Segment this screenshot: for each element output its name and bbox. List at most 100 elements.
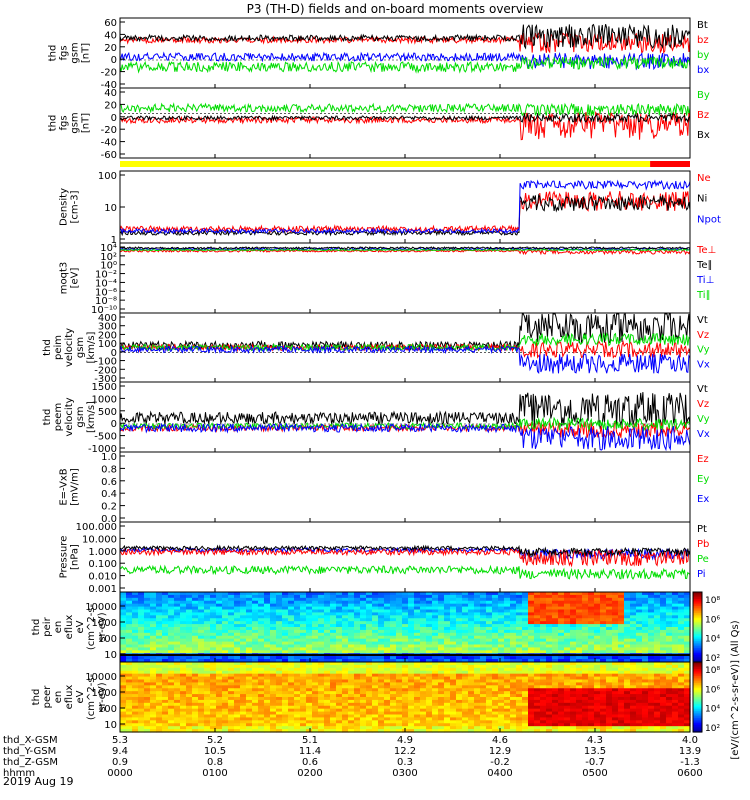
spectrogram-cell bbox=[270, 714, 277, 719]
spectrogram-cell bbox=[420, 691, 427, 695]
spectrogram-cell bbox=[426, 612, 433, 616]
spectrogram-cell bbox=[120, 600, 127, 605]
spectrogram-cell bbox=[492, 685, 499, 689]
spectrogram-cell bbox=[432, 627, 439, 631]
spectrogram-cell bbox=[582, 694, 589, 698]
spectrogram-cell bbox=[672, 632, 679, 637]
spectrogram-cell bbox=[420, 694, 427, 698]
spectrogram-cell bbox=[432, 650, 439, 654]
spectrogram-cell bbox=[666, 705, 673, 710]
spectrogram-cell bbox=[270, 635, 277, 640]
spectrogram-cell bbox=[402, 656, 409, 660]
spectrogram-cell bbox=[558, 618, 565, 622]
spectrogram-cell bbox=[288, 606, 295, 611]
spectrogram-cell bbox=[432, 647, 439, 651]
spectrogram-cell bbox=[168, 615, 175, 619]
spectrogram-cell bbox=[510, 647, 517, 651]
spectrogram-cell bbox=[180, 685, 187, 689]
spectrogram-cell bbox=[636, 705, 643, 710]
spectrogram-cell bbox=[216, 723, 223, 727]
spectrogram-cell bbox=[672, 697, 679, 701]
spectrogram-cell bbox=[246, 711, 253, 716]
spectrogram-cell bbox=[516, 618, 523, 622]
spectrogram-cell bbox=[576, 594, 583, 599]
spectrogram-cell bbox=[282, 685, 289, 689]
spectrogram-cell bbox=[156, 609, 163, 614]
spectrogram-cell bbox=[204, 638, 211, 643]
spectrogram-cell bbox=[126, 650, 133, 654]
spectrogram-cell bbox=[432, 723, 439, 727]
spectrogram-cell bbox=[144, 638, 151, 643]
spectrogram-cell bbox=[396, 641, 403, 646]
spectrogram-cell bbox=[474, 702, 481, 707]
colorbar-segment bbox=[693, 693, 702, 696]
spectrogram-cell bbox=[264, 711, 271, 716]
spectrogram-cell bbox=[594, 606, 601, 611]
spectrogram-cell bbox=[534, 603, 541, 608]
spectrogram-cell bbox=[546, 650, 553, 654]
spectrogram-cell bbox=[174, 638, 181, 643]
spectrogram-cell bbox=[198, 629, 205, 634]
spectrogram-cell bbox=[318, 673, 325, 678]
colorbar-segment bbox=[693, 602, 702, 605]
spectrogram-cell bbox=[222, 729, 229, 733]
spectrogram-cell bbox=[156, 679, 163, 684]
spectrogram-cell bbox=[594, 729, 601, 733]
spectrogram-cell bbox=[330, 726, 337, 730]
spectrogram-cell bbox=[588, 667, 595, 672]
spectrogram-cell bbox=[678, 618, 685, 622]
spectrogram-cell bbox=[384, 629, 391, 634]
spectrogram-cell bbox=[366, 650, 373, 654]
spectrogram-cell bbox=[564, 597, 571, 602]
spectrogram-cell bbox=[354, 688, 361, 692]
spectrogram-cell bbox=[588, 673, 595, 678]
spectrogram-cell bbox=[276, 717, 283, 721]
spectrogram-cell bbox=[342, 679, 349, 684]
spectrogram-cell bbox=[312, 708, 319, 713]
spectrogram-cell bbox=[216, 714, 223, 719]
spectrogram-cell bbox=[618, 708, 625, 713]
spectrogram-cell bbox=[642, 667, 649, 672]
spectrogram-cell bbox=[342, 597, 349, 602]
spectrogram-cell bbox=[474, 720, 481, 724]
spectrogram-cell bbox=[498, 662, 505, 666]
spectrogram-cell bbox=[318, 597, 325, 602]
spectrogram-cell bbox=[522, 705, 529, 710]
spectrogram-cell bbox=[144, 664, 151, 669]
spectrogram-cell bbox=[186, 679, 193, 684]
spectrogram-cell bbox=[354, 664, 361, 669]
spectrogram-cell bbox=[426, 629, 433, 634]
spectrogram-cell bbox=[510, 673, 517, 678]
spectrogram-cell bbox=[510, 667, 517, 672]
spectrogram-cell bbox=[312, 603, 319, 608]
spectrogram-cell bbox=[252, 647, 259, 651]
spectrogram-cell bbox=[186, 702, 193, 707]
spectrogram-cell bbox=[414, 597, 421, 602]
spectrogram-cell bbox=[270, 708, 277, 713]
spectrogram-cell bbox=[648, 638, 655, 643]
spectrogram-cell bbox=[150, 723, 157, 727]
spectrogram-cell bbox=[162, 629, 169, 634]
spectrogram-cell bbox=[594, 618, 601, 622]
spectrogram-cell bbox=[222, 659, 229, 663]
spectrogram-cell bbox=[618, 606, 625, 611]
spectrogram-cell bbox=[276, 632, 283, 637]
spectrogram-cell bbox=[564, 682, 571, 686]
spectrogram-cell bbox=[282, 606, 289, 611]
spectrogram-cell bbox=[558, 673, 565, 678]
spectrogram-cell bbox=[666, 691, 673, 695]
spectrogram-cell bbox=[468, 682, 475, 686]
spectrogram-cell bbox=[348, 708, 355, 713]
spectrogram-cell bbox=[510, 682, 517, 686]
spectrogram-cell bbox=[252, 609, 259, 614]
spectrogram-cell bbox=[522, 600, 529, 605]
spectrogram-cell bbox=[330, 705, 337, 710]
y-axis-label: peim bbox=[53, 335, 64, 360]
spectrogram-cell bbox=[138, 729, 145, 733]
spectrogram-cell bbox=[426, 714, 433, 719]
y-tick-label: -1000 bbox=[88, 444, 117, 455]
spectrogram-cell bbox=[246, 644, 253, 649]
spectrogram-cell bbox=[288, 662, 295, 666]
spectrogram-cell bbox=[648, 691, 655, 695]
spectrogram-cell bbox=[258, 708, 265, 713]
